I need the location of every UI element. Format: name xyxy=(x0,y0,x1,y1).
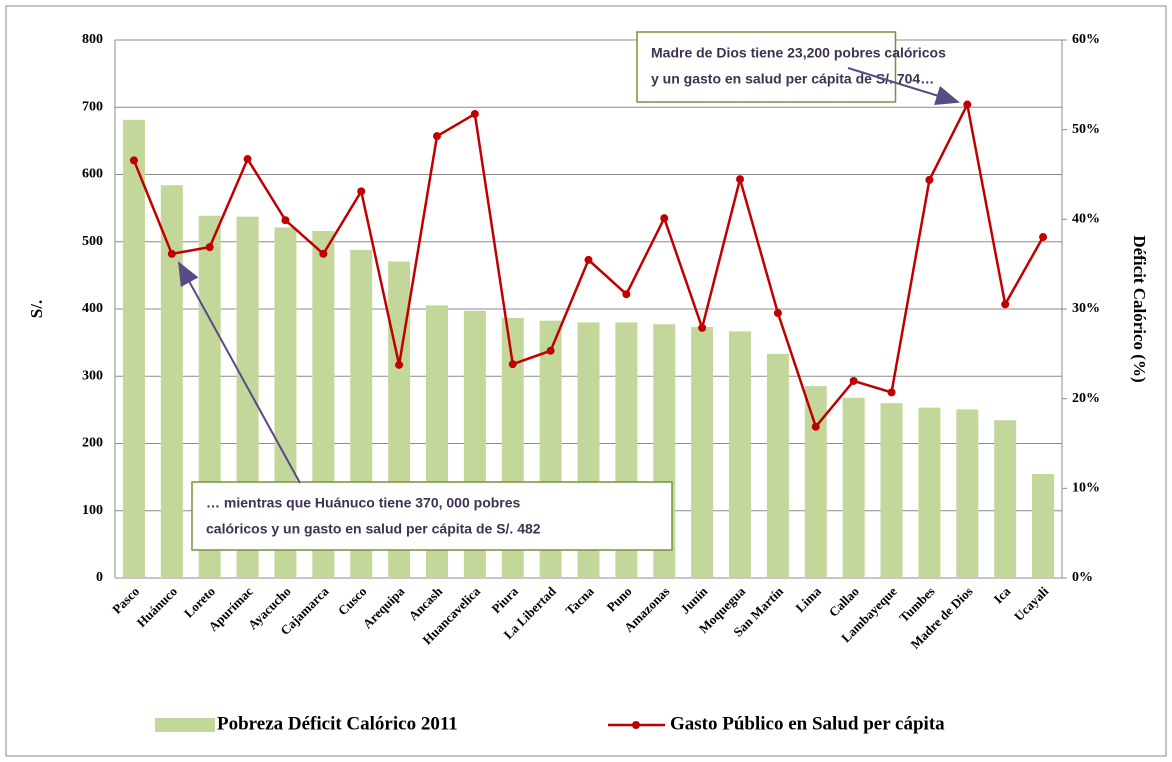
annotation-box xyxy=(636,31,897,103)
y2-tick-label: 0% xyxy=(1072,570,1093,585)
legend-label: Gasto Público en Salud per cápita xyxy=(670,713,945,734)
line-marker xyxy=(470,109,479,118)
annotation-text: y un gasto en salud per cápita de S/. 70… xyxy=(651,71,934,87)
y-tick-label: 100 xyxy=(82,503,103,518)
frame xyxy=(5,5,1167,757)
line-marker xyxy=(508,360,517,369)
x-tick-label: Huánuco xyxy=(134,584,180,630)
bar xyxy=(122,119,145,578)
y-tick-label: 500 xyxy=(82,234,103,249)
y2-tick-label: 30% xyxy=(1072,301,1100,316)
line-marker xyxy=(281,216,290,225)
line-marker xyxy=(849,376,858,385)
line-marker xyxy=(1039,233,1048,242)
bar xyxy=(766,353,789,578)
legend-swatch xyxy=(155,718,215,732)
x-tick-label: Cusco xyxy=(335,584,370,619)
x-tick-label: Callao xyxy=(826,584,862,620)
bar xyxy=(160,185,183,578)
x-tick-label: Pasco xyxy=(109,584,142,617)
annotation-text: calóricos y un gasto en salud per cápita… xyxy=(206,521,541,537)
x-tick-label: Piura xyxy=(488,583,521,616)
x-tick-label: Arequipa xyxy=(360,583,408,631)
x-tick-label: Puno xyxy=(604,584,635,615)
line-marker xyxy=(546,346,555,355)
bar xyxy=(691,326,714,578)
line-marker xyxy=(205,243,214,252)
annotation-text: … mientras que Huánuco tiene 370, 000 po… xyxy=(206,495,521,511)
line-marker xyxy=(925,175,934,184)
bar xyxy=(918,407,941,578)
legend-swatch xyxy=(632,721,640,729)
bar xyxy=(880,403,903,578)
y2-tick-label: 40% xyxy=(1072,212,1100,227)
bar xyxy=(956,409,979,578)
y2-tick-label: 20% xyxy=(1072,391,1100,406)
x-tick-label: Tacna xyxy=(562,583,597,618)
x-tick-label: Lima xyxy=(792,583,824,615)
bar xyxy=(804,386,827,578)
line-marker xyxy=(395,360,404,369)
y-tick-label: 600 xyxy=(82,167,103,182)
bar xyxy=(729,331,752,578)
y-tick-label: 400 xyxy=(82,301,103,316)
line-marker xyxy=(887,388,896,397)
x-tick-label: Ucayali xyxy=(1011,583,1051,623)
y-tick-label: 300 xyxy=(82,368,103,383)
bar xyxy=(842,397,865,578)
line-marker xyxy=(773,309,782,318)
arrow xyxy=(847,67,960,106)
bar xyxy=(994,420,1017,578)
legend-label: Pobreza Déficit Calórico 2011 xyxy=(217,713,458,734)
annotation-text: Madre de Dios tiene 23,200 pobres calóri… xyxy=(651,45,946,61)
y-tick-label: 700 xyxy=(82,99,103,114)
y-tick-label: 200 xyxy=(82,436,103,451)
line-marker xyxy=(357,187,366,196)
line-marker xyxy=(432,132,441,141)
line-marker xyxy=(660,214,669,223)
line-marker xyxy=(167,249,176,258)
y2-tick-label: 10% xyxy=(1072,481,1100,496)
line-marker xyxy=(243,155,252,164)
y2-axis-label: Déficit Calórico (%) xyxy=(1130,235,1149,382)
y2-tick-label: 60% xyxy=(1072,32,1100,47)
arrow xyxy=(178,261,301,484)
line-marker xyxy=(698,323,707,332)
y2-tick-label: 50% xyxy=(1072,122,1100,137)
line-marker xyxy=(963,100,972,109)
line-marker xyxy=(129,156,138,165)
line-marker xyxy=(319,249,328,258)
x-tick-label: Ica xyxy=(991,583,1014,606)
y-tick-label: 800 xyxy=(82,32,103,47)
y-axis-label: S/. xyxy=(27,300,46,318)
line-marker xyxy=(622,290,631,299)
annotation-box xyxy=(191,481,673,551)
line-marker xyxy=(811,422,820,431)
line-marker xyxy=(584,255,593,264)
line-marker xyxy=(1001,300,1010,309)
y-tick-label: 0 xyxy=(96,570,103,585)
line-marker xyxy=(736,175,745,184)
x-tick-label: Junín xyxy=(677,583,711,617)
bar xyxy=(1032,473,1055,578)
